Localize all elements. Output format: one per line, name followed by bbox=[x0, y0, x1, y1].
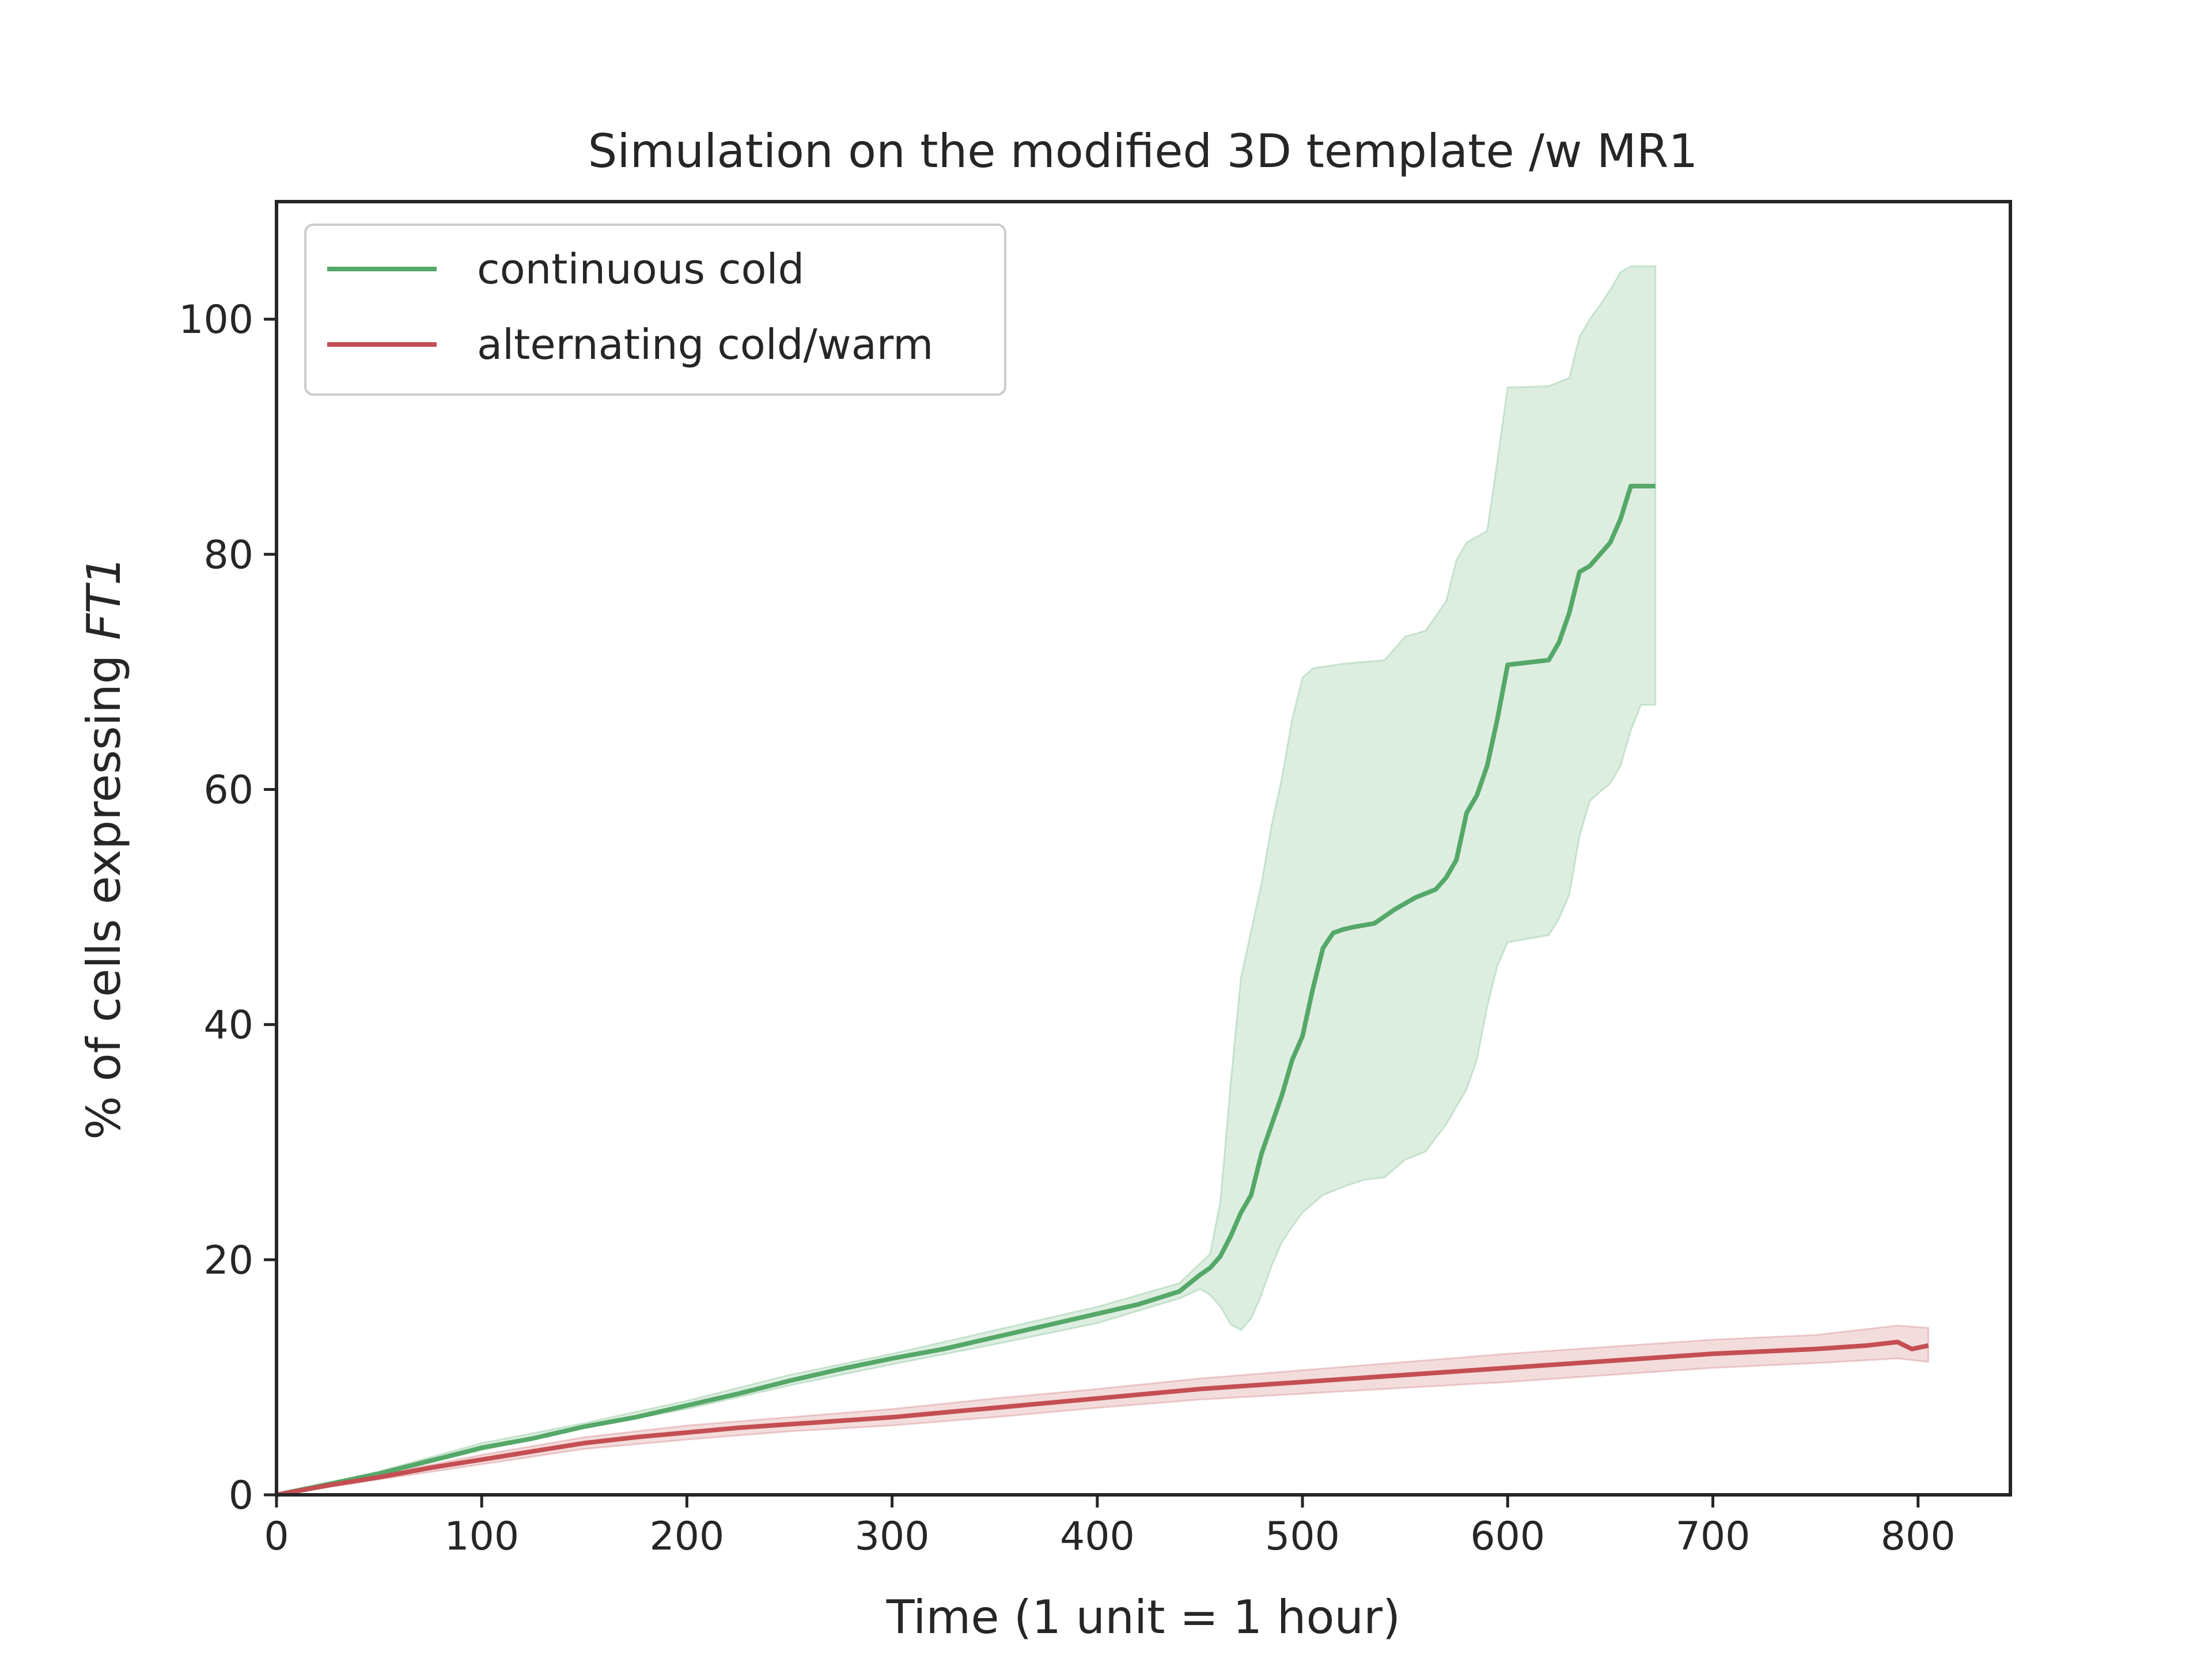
chart-title: Simulation on the modified 3D template /… bbox=[588, 124, 1698, 178]
legend-label-alternating-cold-warm: alternating cold/warm bbox=[477, 320, 933, 369]
y-axis-label-main: % of cells expressing bbox=[77, 640, 131, 1140]
legend-label-continuous-cold: continuous cold bbox=[477, 245, 804, 293]
y-axis-label-italic: FT1 bbox=[77, 556, 131, 640]
x-tick-label: 600 bbox=[1470, 1514, 1545, 1559]
x-axis-label: Time (1 unit = 1 hour) bbox=[886, 1590, 1400, 1644]
y-axis-ticks: 0 20 40 60 80 100 bbox=[179, 297, 276, 1518]
legend: continuous cold alternating cold/warm bbox=[304, 224, 1006, 396]
x-tick-label: 500 bbox=[1265, 1514, 1340, 1559]
x-tick-label: 700 bbox=[1676, 1514, 1751, 1559]
series-line-alternating-cold-warm bbox=[276, 1339, 1929, 1497]
legend-box bbox=[304, 224, 1006, 396]
y-tick-label: 80 bbox=[203, 532, 253, 578]
y-tick-label: 60 bbox=[203, 767, 253, 813]
x-tick-label: 100 bbox=[444, 1514, 519, 1559]
series-lines bbox=[276, 483, 1929, 1497]
y-axis-label: % of cells expressing FT1 bbox=[77, 556, 131, 1139]
series-line-continuous-cold bbox=[276, 483, 1656, 1497]
y-tick-label: 20 bbox=[203, 1238, 253, 1283]
y-tick-label: 40 bbox=[203, 1003, 253, 1048]
y-tick-label: 0 bbox=[229, 1473, 253, 1518]
plot-area bbox=[276, 265, 1930, 1497]
ci-band-continuous-cold bbox=[276, 265, 1657, 1496]
x-axis-ticks: 0 100 200 300 400 500 600 700 800 bbox=[264, 1495, 1956, 1559]
x-tick-label: 800 bbox=[1881, 1514, 1956, 1559]
axes-frame bbox=[275, 200, 2012, 1497]
x-tick-label: 0 bbox=[264, 1514, 289, 1559]
x-tick-label: 200 bbox=[650, 1514, 725, 1559]
x-tick-label: 300 bbox=[855, 1514, 930, 1559]
x-tick-label: 400 bbox=[1060, 1514, 1135, 1559]
y-tick-label: 100 bbox=[179, 297, 253, 343]
